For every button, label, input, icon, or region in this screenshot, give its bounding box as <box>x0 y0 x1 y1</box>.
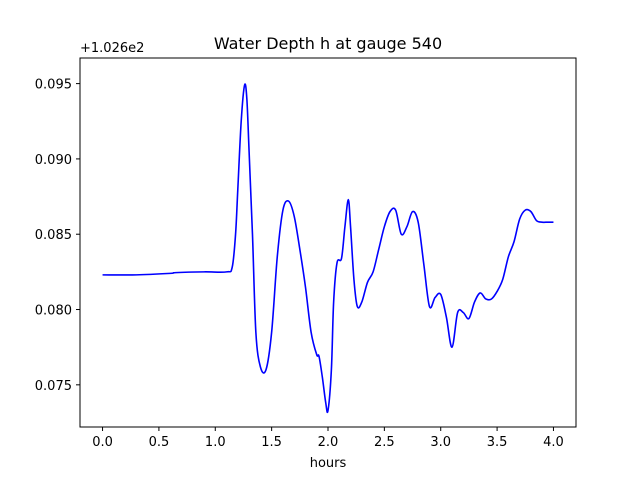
y-offset-label: +1.026e2 <box>80 41 144 56</box>
y-tick-label: 0.080 <box>35 304 72 319</box>
x-tick-label: 2.5 <box>374 435 395 450</box>
x-tick-label: 1.0 <box>205 435 226 450</box>
x-tick-label: 1.5 <box>261 435 282 450</box>
chart-title: Water Depth h at gauge 540 <box>214 34 442 53</box>
x-axis-label: hours <box>310 456 347 471</box>
x-tick-label: 3.5 <box>487 435 508 450</box>
y-ticks: 0.075 0.080 0.085 0.090 0.095 <box>35 78 80 394</box>
plot-frame <box>79 57 577 428</box>
y-tick-label: 0.090 <box>35 153 72 168</box>
x-ticks: 0.0 0.5 1.0 1.5 2.0 2.5 3.0 3.5 4.0 <box>92 427 564 450</box>
series-line <box>102 83 554 414</box>
series-group <box>102 83 554 414</box>
x-tick-label: 0.0 <box>92 435 113 450</box>
x-tick-label: 4.0 <box>543 435 564 450</box>
y-tick-label: 0.075 <box>35 379 72 394</box>
y-tick-label: 0.085 <box>35 228 72 243</box>
x-tick-label: 3.0 <box>430 435 451 450</box>
y-tick-label: 0.095 <box>35 78 72 93</box>
x-tick-label: 2.0 <box>318 435 339 450</box>
x-tick-label: 0.5 <box>149 435 170 450</box>
plot-area <box>80 58 576 427</box>
